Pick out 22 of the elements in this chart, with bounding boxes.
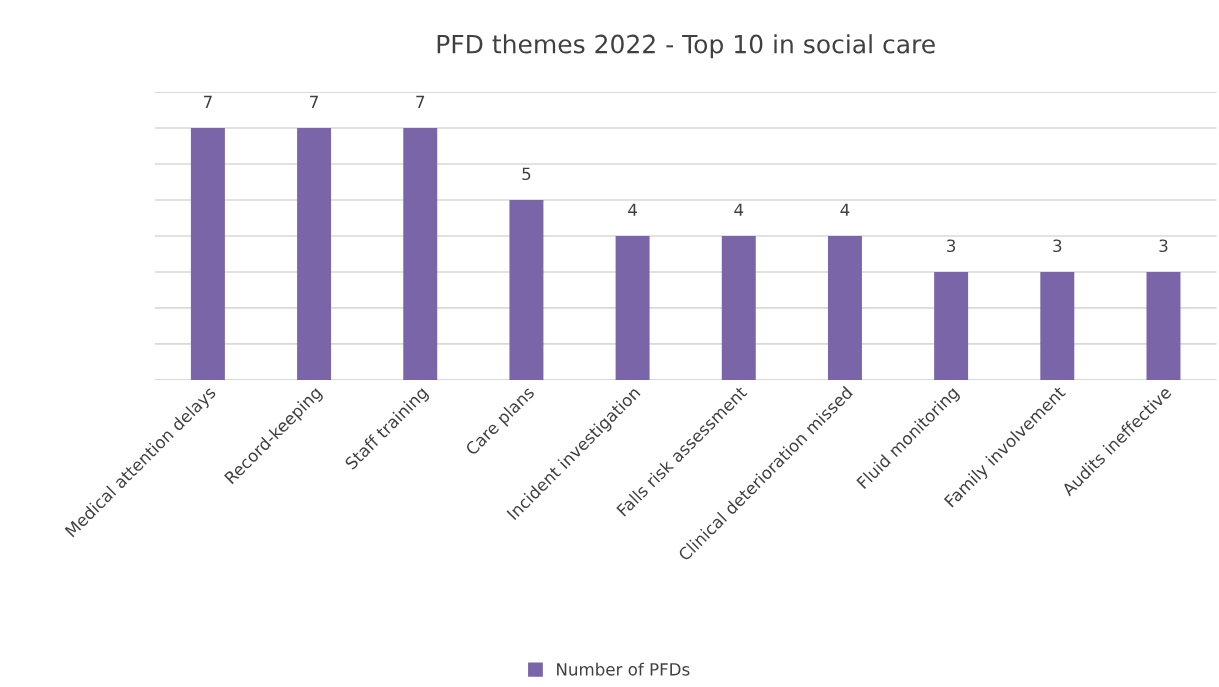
legend-label: Number of PFDs [557,662,690,676]
bar [615,235,650,380]
bar [721,235,756,380]
data-label: 5 [522,167,531,181]
data-label: 4 [840,203,850,216]
bar [934,271,969,380]
data-label: 3 [947,239,956,253]
bar [403,128,438,380]
bar [827,235,862,380]
chart-title: PFD themes 2022 - Top 10 in social care [437,34,935,59]
data-label: 7 [203,95,212,108]
data-label: 4 [628,203,637,216]
bar [509,200,544,380]
bar [1146,271,1181,380]
data-label: 7 [310,95,318,108]
data-label: 3 [1053,239,1062,253]
bar [297,128,332,380]
bar [1040,271,1075,380]
data-label: 7 [416,95,425,108]
bar [190,128,225,380]
data-label: 3 [1159,239,1168,253]
data-label: 4 [734,203,744,216]
